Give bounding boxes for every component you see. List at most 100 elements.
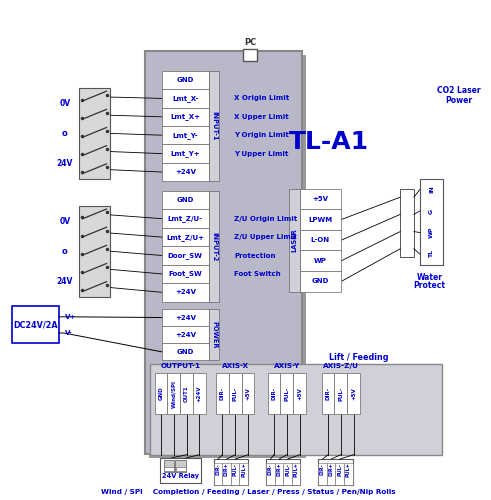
Text: DIR+: DIR+ xyxy=(276,462,281,476)
Bar xyxy=(239,463,248,484)
Bar xyxy=(292,463,300,484)
Text: Protection: Protection xyxy=(234,252,276,258)
Bar xyxy=(243,48,257,61)
Text: DIR+: DIR+ xyxy=(328,462,333,476)
Text: Lmt_Z/U+: Lmt_Z/U+ xyxy=(166,234,204,240)
Bar xyxy=(176,466,186,471)
Bar xyxy=(164,466,174,471)
Text: LPWM: LPWM xyxy=(308,216,332,222)
Bar xyxy=(289,188,300,292)
Bar xyxy=(175,460,186,471)
Text: Lmt_Y+: Lmt_Y+ xyxy=(170,150,200,157)
Bar xyxy=(344,463,353,484)
Text: PUL-: PUL- xyxy=(338,386,343,400)
Text: Protect: Protect xyxy=(413,281,446,290)
Bar xyxy=(334,373,347,414)
Bar xyxy=(162,264,209,283)
Text: +24V: +24V xyxy=(175,290,196,296)
Bar xyxy=(300,188,341,209)
Bar xyxy=(160,458,201,483)
Text: Y Upper Limit: Y Upper Limit xyxy=(234,150,289,156)
Bar xyxy=(162,89,209,108)
Text: GND: GND xyxy=(312,278,329,284)
Text: Power: Power xyxy=(445,96,473,104)
Text: o: o xyxy=(62,246,68,256)
Bar xyxy=(300,250,341,271)
Text: GND: GND xyxy=(159,387,164,400)
Text: L-ON: L-ON xyxy=(311,237,330,243)
Bar xyxy=(222,463,231,484)
Bar xyxy=(274,463,283,484)
Text: INPUT-1: INPUT-1 xyxy=(211,112,217,141)
Text: +5V: +5V xyxy=(246,387,250,400)
Bar xyxy=(162,210,209,228)
Bar xyxy=(149,55,306,458)
Bar xyxy=(280,373,293,414)
Text: GND: GND xyxy=(177,198,194,203)
Bar xyxy=(300,230,341,250)
Bar xyxy=(193,373,206,414)
Bar xyxy=(300,271,341,291)
Text: 0V: 0V xyxy=(59,99,70,108)
Text: X Upper Limit: X Upper Limit xyxy=(234,114,289,120)
Text: PUL+: PUL+ xyxy=(241,462,246,477)
Bar xyxy=(268,373,280,414)
Text: 24V Relay: 24V Relay xyxy=(162,473,199,479)
Text: DIR-: DIR- xyxy=(272,387,276,400)
Text: Wind / SPI    Completion / Feeding / Laser / Press / Status / Pen/Nip Rolls: Wind / SPI Completion / Feeding / Laser … xyxy=(101,488,395,494)
Text: Water: Water xyxy=(417,272,442,281)
Bar xyxy=(214,463,222,484)
Text: +24V: +24V xyxy=(197,386,202,402)
Text: o: o xyxy=(62,129,68,138)
Text: Lmt_X-: Lmt_X- xyxy=(172,95,198,102)
Bar xyxy=(162,71,209,89)
Bar xyxy=(12,306,59,344)
Text: Lift / Feeding: Lift / Feeding xyxy=(328,352,388,362)
Bar xyxy=(162,108,209,126)
Bar xyxy=(322,373,334,414)
Text: PUL-: PUL- xyxy=(337,463,342,476)
Text: IN: IN xyxy=(429,186,434,194)
Text: AXIS-Y: AXIS-Y xyxy=(273,364,300,370)
Bar xyxy=(155,373,167,414)
Text: DIR+: DIR+ xyxy=(224,462,229,476)
Bar xyxy=(300,209,341,230)
Bar xyxy=(162,228,209,246)
Text: OUT1: OUT1 xyxy=(184,386,189,402)
Bar xyxy=(335,463,344,484)
Bar xyxy=(293,373,306,414)
Text: 24V: 24V xyxy=(56,276,73,285)
Text: Lmt_Z/U-: Lmt_Z/U- xyxy=(168,215,203,222)
Text: AXIS-X: AXIS-X xyxy=(221,364,249,370)
Text: 0V: 0V xyxy=(59,217,70,226)
Bar xyxy=(400,188,414,258)
Text: POWER: POWER xyxy=(211,321,217,348)
Bar xyxy=(231,463,239,484)
Text: TL-A1: TL-A1 xyxy=(289,130,369,154)
Text: DIR-: DIR- xyxy=(216,464,220,475)
Text: PUL-: PUL- xyxy=(233,463,238,476)
Text: PUL-: PUL- xyxy=(285,463,290,476)
Bar xyxy=(164,460,174,471)
Text: X Origin Limit: X Origin Limit xyxy=(234,96,290,102)
Text: PUL-: PUL- xyxy=(284,386,289,400)
Text: Lmt_X+: Lmt_X+ xyxy=(170,114,200,120)
Text: DIR-: DIR- xyxy=(320,464,325,475)
Bar xyxy=(79,206,110,296)
Text: 24V: 24V xyxy=(56,159,73,168)
Text: LASER: LASER xyxy=(291,228,297,252)
Bar xyxy=(167,373,180,414)
Bar xyxy=(162,309,209,326)
Bar xyxy=(180,373,193,414)
Bar xyxy=(162,144,209,163)
Text: +5V: +5V xyxy=(297,387,302,400)
Text: Z/U Origin Limit: Z/U Origin Limit xyxy=(234,216,298,222)
Bar xyxy=(283,463,292,484)
Text: GND: GND xyxy=(177,77,194,83)
Text: +24V: +24V xyxy=(175,169,196,175)
Bar xyxy=(150,364,442,454)
Bar xyxy=(209,191,219,302)
Bar xyxy=(162,126,209,144)
Bar xyxy=(79,88,110,179)
Text: PUL+: PUL+ xyxy=(346,462,351,477)
